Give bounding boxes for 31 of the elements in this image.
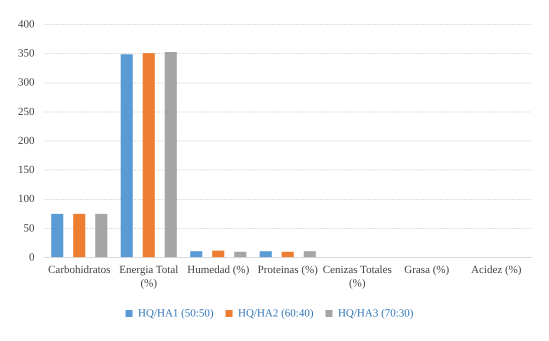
bar xyxy=(190,251,202,258)
x-tick-label: Humedad (%) xyxy=(187,264,250,276)
y-tick-label: 250 xyxy=(18,106,35,118)
x-tick-label: Cenizas Totales (%) xyxy=(322,264,392,290)
bar xyxy=(73,214,86,258)
bar xyxy=(304,251,316,258)
y-tick-label: 50 xyxy=(24,222,35,234)
y-tick-label: 350 xyxy=(18,48,35,60)
bar xyxy=(260,251,272,258)
y-tick-label: 100 xyxy=(18,193,35,206)
x-tick-label: Grasa (%) xyxy=(404,264,450,276)
y-tick-label: 150 xyxy=(18,164,35,176)
legend-label: HQ/HA3 (70:30) xyxy=(338,307,414,320)
x-tick-label: Proteinas (%) xyxy=(258,264,318,276)
y-tick-label: 0 xyxy=(29,251,35,264)
x-tick-label: Carbohidratos xyxy=(48,264,110,276)
bar xyxy=(212,250,224,258)
y-tick-label: 400 xyxy=(18,18,35,30)
bar xyxy=(164,52,177,258)
bar xyxy=(142,53,155,258)
legend-label: HQ/HA1 (50:50) xyxy=(138,307,214,320)
bar xyxy=(51,214,64,258)
bar xyxy=(95,214,108,258)
x-tick-label: Energia Total (%) xyxy=(119,264,178,290)
bar xyxy=(282,252,294,258)
x-tick-label: Acidez (%) xyxy=(471,264,522,276)
legend-label: HQ/HA2 (60:40) xyxy=(238,307,314,320)
y-tick-label: 200 xyxy=(18,134,35,147)
y-tick-label: 300 xyxy=(18,76,35,89)
bar xyxy=(120,54,133,258)
bar xyxy=(234,252,246,258)
